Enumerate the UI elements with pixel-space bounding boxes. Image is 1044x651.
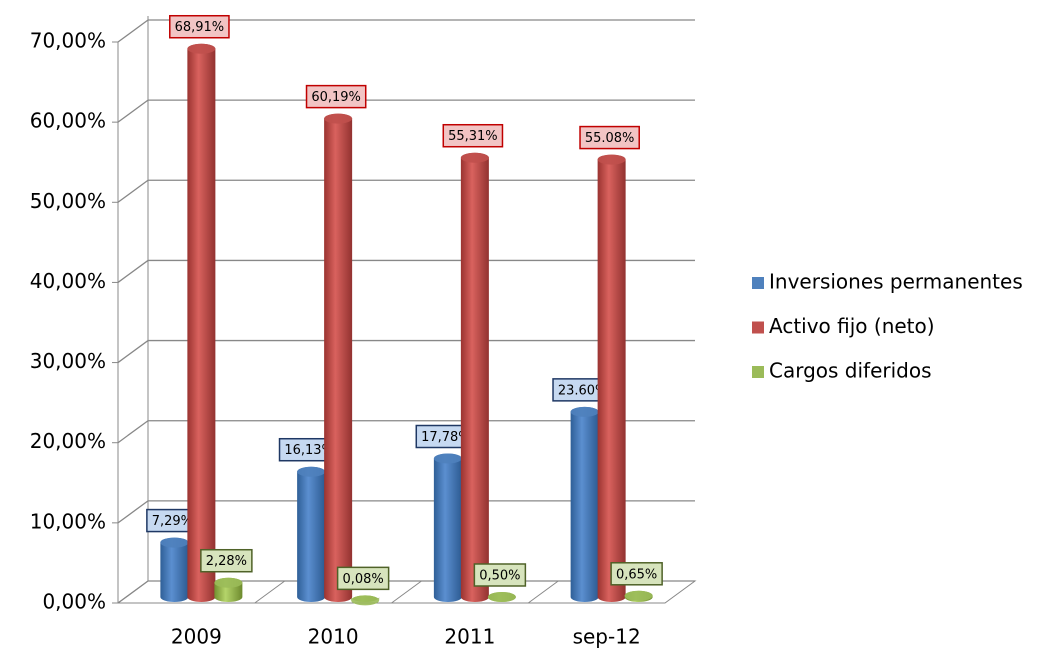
data-label: 16,13% [284,443,334,458]
data-label-box [442,123,504,148]
data-label-box [610,562,663,586]
bar [297,466,326,602]
data-label: 0,08% [342,572,383,587]
legend-label: Inversiones permanentes [769,270,1023,294]
bar-top [570,406,599,417]
data-label: 60,19% [311,90,361,105]
data-label: 68,91% [175,20,225,35]
grid-line [117,19,695,43]
legend-swatch [752,366,764,378]
bar-top [487,591,516,602]
category-divider [254,580,286,604]
bar [433,453,462,602]
bar-top [460,152,489,163]
grid-line [117,339,695,364]
y-tick-label: 60,00% [30,109,106,133]
grid-line [117,259,695,283]
x-tick-label: sep-12 [573,625,641,649]
x-tick-label: 2011 [444,625,495,649]
bar [187,43,216,602]
bar-top [624,590,653,601]
legend-swatch [752,277,764,289]
legend-label: Activo fijo (neto) [769,314,935,338]
data-label-box [200,548,253,573]
bar [570,406,599,602]
data-label: 17,78% [421,430,471,445]
y-tick-label: 30,00% [30,349,106,373]
bar [460,152,489,602]
bar-top [297,466,326,477]
category-divider [527,580,559,604]
y-tick-label: 20,00% [30,429,106,453]
y-tick-label: 50,00% [30,189,106,213]
data-label: 2,28% [206,554,247,569]
data-label: 55.08% [585,131,635,146]
bar-top [214,577,243,588]
data-label-box [305,84,367,109]
legend-swatch [752,321,764,334]
y-tick-label: 40,00% [30,269,106,293]
y-tick-label: 10,00% [30,509,106,533]
grid-line [117,420,695,444]
bar [324,113,353,602]
x-tick-label: 2010 [308,625,359,649]
data-label: 7,29% [152,514,193,529]
data-label-box [336,566,390,591]
legend-label: Cargos diferidos [769,359,932,383]
grid-line [117,179,695,203]
bar-top [187,43,216,54]
data-label-box [473,563,527,587]
bar [597,154,626,603]
bar-top [351,595,380,606]
category-divider [391,580,422,604]
bar-top [433,453,462,464]
bar-top [160,537,189,548]
data-label-box [579,125,640,150]
bar-top [324,113,353,124]
data-label-box [169,14,230,39]
grid-line [117,99,695,123]
data-label: 23.60% [558,383,608,398]
y-tick-label: 70,00% [30,29,106,53]
data-label: 0,50% [479,568,520,583]
x-tick-label: 2009 [171,625,222,649]
data-label: 55,31% [448,129,498,144]
bar-top [597,154,626,165]
y-tick-label: 0,00% [42,590,106,614]
data-label: 0,65% [616,567,657,582]
grid-line [117,500,695,524]
bar [160,537,189,602]
